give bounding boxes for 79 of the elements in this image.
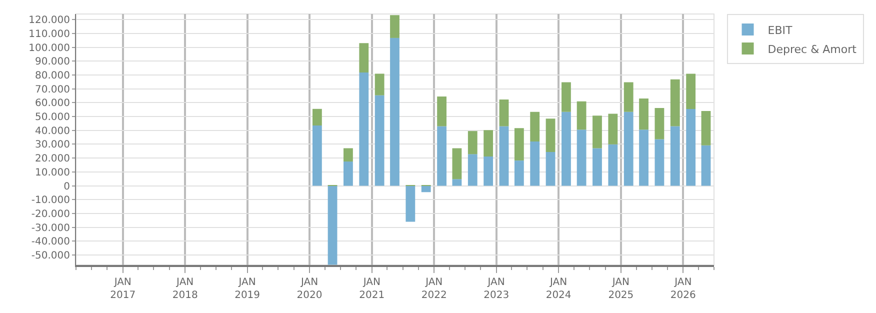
bar: [624, 112, 634, 186]
bar: [608, 114, 618, 144]
bar: [344, 162, 353, 186]
y-tick-label: -50.000: [31, 250, 70, 262]
bar: [390, 15, 400, 38]
bar: [670, 126, 680, 186]
bar: [686, 74, 696, 110]
x-tick-label: JAN 2021: [359, 277, 385, 301]
bar: [499, 126, 509, 186]
bar: [562, 82, 571, 112]
x-tick-label: JAN 2026: [670, 277, 696, 301]
y-tick-label: 20.000: [35, 154, 70, 165]
bar: [328, 186, 338, 265]
bar: [576, 101, 586, 130]
bar: [562, 112, 571, 186]
bar: [421, 186, 431, 192]
bar: [468, 131, 478, 154]
y-tick-label: -30.000: [31, 222, 70, 234]
bar: [546, 118, 556, 152]
x-tick-label: JAN 2022: [421, 277, 447, 301]
bar: [654, 139, 664, 186]
bar: [484, 156, 494, 186]
bar: [452, 148, 462, 180]
y-tick-label: 120.000: [28, 15, 70, 26]
x-tick-label: JAN 2020: [296, 277, 322, 301]
bar: [639, 98, 648, 130]
y-tick-label: -40.000: [31, 236, 70, 248]
y-tick-label: 40.000: [35, 126, 70, 137]
bar: [406, 186, 416, 222]
bar: [592, 148, 602, 186]
y-tick-label: 0: [64, 181, 70, 192]
bar: [639, 130, 648, 186]
bar: [530, 141, 540, 186]
y-tick-label: 100.000: [28, 42, 70, 54]
x-tick-label: JAN 2024: [546, 277, 572, 301]
bar: [437, 126, 446, 186]
y-tick-label: 30.000: [35, 140, 70, 151]
legend-label: Deprec & Amort: [768, 42, 858, 56]
bar: [484, 130, 494, 157]
y-tick-label: 110.000: [28, 28, 70, 40]
bar: [701, 145, 711, 186]
bar: [359, 72, 369, 186]
bar: [546, 152, 556, 186]
x-tick-label: JAN 2025: [608, 277, 634, 301]
bar: [514, 128, 524, 161]
bar: [701, 110, 711, 146]
bar: [312, 126, 322, 186]
y-tick-label: 90.000: [35, 56, 70, 68]
legend-label: EBIT: [768, 24, 792, 37]
bar: [344, 148, 353, 162]
y-tick-label: 50.000: [35, 112, 70, 124]
bar: [359, 43, 369, 72]
bar: [437, 96, 446, 126]
bar: [576, 130, 586, 186]
bar: [468, 154, 478, 186]
y-tick-label: -10.000: [31, 195, 70, 206]
x-tick-label: JAN 2018: [172, 277, 198, 301]
bar: [514, 160, 524, 186]
x-tick-label: JAN 2017: [110, 277, 136, 301]
y-tick-label: 60.000: [35, 98, 70, 110]
x-tick-label: JAN 2023: [484, 277, 510, 301]
bar: [530, 112, 540, 142]
y-tick-label: 80.000: [35, 70, 70, 82]
bar: [686, 109, 696, 186]
y-tick-label: -20.000: [31, 208, 70, 220]
bar: [452, 179, 462, 186]
x-tick-label: JAN 2019: [234, 277, 260, 301]
y-tick-label: 70.000: [35, 84, 70, 96]
bar: [624, 82, 634, 112]
bar: [374, 95, 384, 186]
bar: [608, 144, 618, 186]
bar: [390, 38, 400, 186]
bar: [374, 74, 384, 96]
bar: [654, 108, 664, 140]
bar: [592, 116, 602, 148]
bar: [670, 79, 680, 126]
bar: [312, 108, 322, 126]
bar: [499, 99, 509, 126]
y-tick-label: 10.000: [35, 167, 70, 178]
